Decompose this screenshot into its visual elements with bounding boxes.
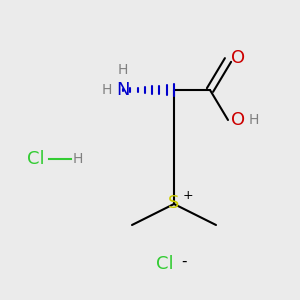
Text: H: H	[118, 62, 128, 76]
Text: Cl: Cl	[27, 150, 45, 168]
Text: N: N	[116, 81, 130, 99]
Text: O: O	[231, 50, 245, 68]
Text: H: H	[101, 83, 112, 97]
Text: Cl: Cl	[156, 255, 174, 273]
Text: +: +	[182, 189, 193, 202]
Text: H: H	[249, 113, 260, 127]
Text: -: -	[182, 254, 187, 268]
Text: H: H	[73, 152, 83, 166]
Text: S: S	[168, 194, 180, 211]
Text: O: O	[231, 111, 245, 129]
